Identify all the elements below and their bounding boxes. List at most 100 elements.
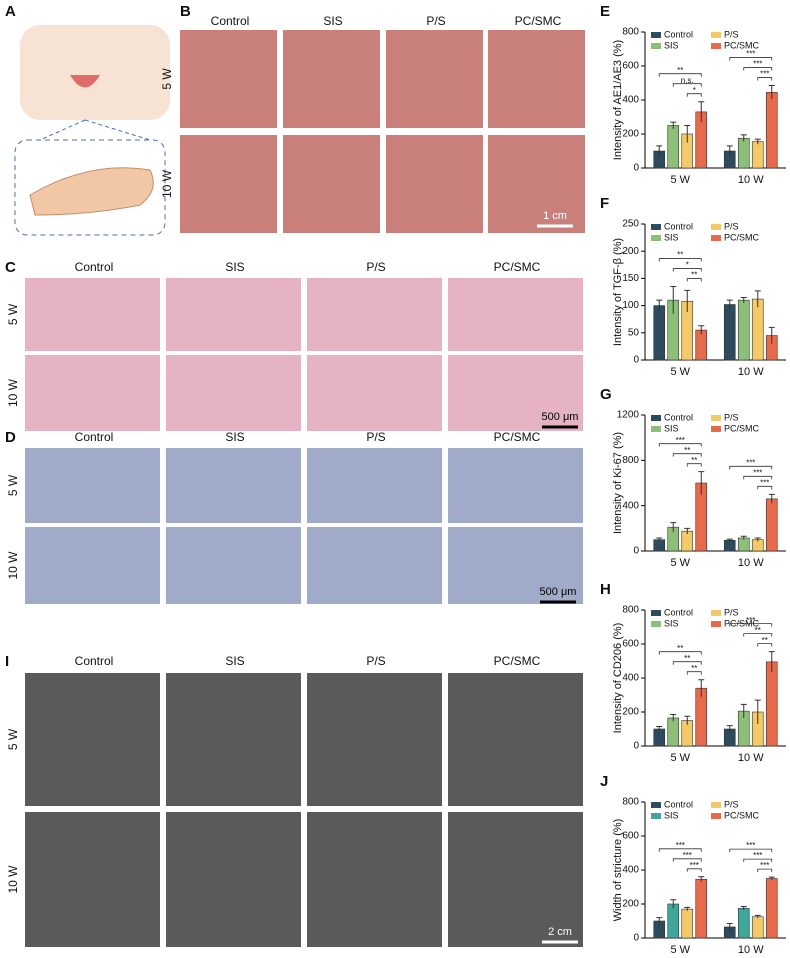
legend-swatch [651, 426, 661, 432]
error-bar [670, 714, 677, 722]
micrograph [307, 812, 442, 947]
significance-label: ** [677, 251, 683, 260]
significance-label: * [686, 261, 689, 270]
significance-bracket [672, 453, 702, 457]
x-tick-label: 5 W [670, 752, 690, 764]
micrograph [25, 673, 160, 806]
legend-swatch [651, 224, 661, 230]
bar [695, 687, 708, 747]
micrograph [307, 278, 442, 351]
significance-bracket [757, 485, 773, 490]
error-bar [670, 121, 677, 129]
micrograph [307, 355, 442, 431]
legend-swatch [711, 426, 721, 432]
significance-bracket [686, 868, 702, 872]
bar [765, 92, 778, 169]
scale-bar-label: 2 cm [548, 926, 572, 938]
bar [737, 137, 750, 169]
y-tick-label: 400 [622, 673, 639, 684]
error-bar [656, 537, 663, 542]
panel-label: E [600, 3, 610, 20]
error-bar [656, 725, 663, 732]
micrograph [448, 527, 583, 604]
significance-label: *** [760, 70, 769, 79]
error-bar [726, 923, 733, 931]
micrograph [448, 278, 583, 351]
y-tick-label: 800 [622, 27, 639, 38]
y-tick-label: 0 [633, 933, 639, 944]
micrograph [166, 527, 301, 604]
significance-label: *** [760, 478, 769, 487]
bar [751, 298, 764, 361]
error-bar [740, 703, 747, 718]
column-header: Control [75, 654, 114, 668]
row-label: 5 W [6, 303, 20, 325]
legend-swatch [711, 813, 721, 819]
error-bar [740, 535, 747, 540]
y-axis-label: Intensity of Ki-67 (%) [612, 432, 624, 534]
y-axis-label: Width of stricture (%) [612, 819, 624, 922]
legend-swatch [651, 415, 661, 421]
micrograph [448, 355, 583, 431]
significance-label: *** [690, 861, 699, 870]
bar [695, 329, 708, 361]
micrograph [180, 135, 277, 233]
legend-label: P/S [724, 799, 739, 809]
x-tick-label: 10 W [738, 366, 764, 378]
significance-bracket [729, 57, 773, 61]
error-bar [740, 296, 747, 303]
significance-bracket [743, 633, 773, 637]
micrograph [307, 527, 442, 604]
x-tick-label: 10 W [738, 174, 764, 186]
column-header: PC/SMC [494, 654, 541, 668]
error-bar [754, 914, 761, 919]
panel-label: F [600, 195, 609, 212]
error-bar [768, 326, 775, 344]
x-tick-label: 5 W [670, 557, 690, 569]
micrograph [166, 812, 301, 947]
significance-bracket [743, 475, 773, 480]
bar [653, 305, 666, 361]
x-tick-label: 5 W [670, 174, 690, 186]
micrograph [448, 448, 583, 523]
column-header: P/S [366, 654, 385, 668]
micrograph [166, 448, 301, 523]
legend-swatch [711, 802, 721, 808]
bar [737, 907, 750, 939]
error-bar [768, 876, 775, 880]
error-bar [698, 876, 705, 882]
error-bar [726, 145, 733, 157]
column-header: PC/SMC [515, 14, 562, 28]
panel-label: D [5, 429, 16, 446]
bar [737, 299, 750, 361]
error-bar [684, 715, 691, 725]
legend-swatch [711, 415, 721, 421]
row-label: 10 W [6, 865, 20, 894]
column-header: SIS [225, 654, 244, 668]
micrograph [25, 278, 160, 351]
y-tick-label: 600 [622, 61, 639, 72]
legend-label: Control [664, 221, 693, 231]
panel-label: H [600, 581, 611, 598]
legend-swatch [651, 813, 661, 819]
significance-label: *** [760, 861, 769, 870]
micrograph [283, 135, 380, 233]
error-bar [698, 101, 705, 123]
legend-swatch [711, 235, 721, 241]
error-bar [698, 679, 705, 697]
significance-bracket [743, 67, 773, 71]
panel-label: A [5, 3, 16, 20]
y-axis-label: Intensity of TGF-β (%) [612, 238, 624, 346]
significance-bracket [757, 643, 773, 647]
y-tick-label: 150 [622, 273, 639, 284]
micrograph [307, 448, 442, 523]
legend-label: P/S [724, 221, 739, 231]
bar [681, 908, 694, 939]
significance-bracket [658, 651, 702, 655]
y-tick-label: 400 [622, 500, 639, 511]
significance-label: *** [746, 458, 755, 467]
significance-label: *** [676, 841, 685, 850]
x-tick-label: 10 W [738, 752, 764, 764]
legend-label: PC/SMC [724, 232, 760, 242]
significance-bracket [658, 443, 702, 447]
